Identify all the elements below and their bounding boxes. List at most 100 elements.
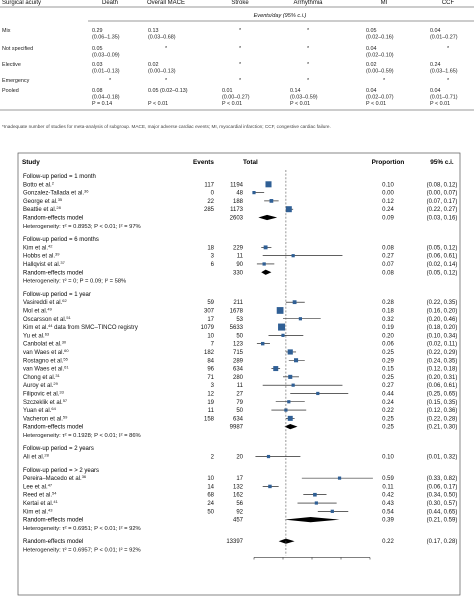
study-ci: (0.22, 0.28) [427, 416, 458, 422]
study-events: 6 [211, 262, 215, 268]
study-proportion: 0.44 [382, 391, 394, 397]
study-box [313, 492, 317, 497]
study-total: 90 [236, 262, 243, 268]
study-author: Kim et al. [23, 325, 48, 331]
model-ci: (0.21, 0.30) [427, 425, 458, 431]
study-ref: 62 [62, 298, 67, 303]
study-ref: 57 [63, 398, 68, 403]
table-cell-ci: (0.03–0.68) [148, 35, 176, 41]
study-ci: (0.22, 0.27) [427, 207, 458, 213]
study-name: Rostagno et al.55 [23, 356, 69, 364]
study-name: Vacheron et al.59 [23, 414, 68, 422]
table-col-header: Stroke [231, 0, 249, 6]
table-cell-value: 0.14 [290, 88, 301, 94]
study-name: Szczeklik et al.57 [23, 398, 68, 406]
study-ci: (0.18, 0.20) [427, 325, 458, 331]
study-ci: (0.12, 0.36) [427, 408, 458, 414]
study-ci: (0.25, 0.65) [427, 391, 458, 397]
study-proportion: 0.25 [382, 416, 394, 422]
study-name: Oscarsson et al.51 [23, 315, 72, 323]
study-author: Ali et al. [23, 455, 45, 461]
table-cell-ci: (0.02–0.07) [366, 95, 394, 101]
study-ci: (0.10, 0.34) [427, 333, 458, 339]
model-total: 13397 [226, 539, 243, 545]
table-cell-value: * [383, 78, 386, 84]
table-cell-value: * [239, 62, 242, 68]
model-ci: (0.03, 0.16) [427, 216, 458, 222]
study-ref: 31 [55, 373, 60, 378]
heterogeneity-text: Heterogeneity: τ² = 0; P = 0.09; I² = 58… [23, 279, 126, 285]
study-total: 289 [233, 358, 244, 364]
study-ref: 49 [47, 306, 52, 311]
study-events: 96 [207, 367, 214, 373]
study-ref: 55 [63, 356, 68, 361]
study-ci: (0.06, 0.61) [427, 254, 458, 260]
study-ref: 61 [64, 365, 69, 370]
study-total: 11 [237, 383, 244, 389]
study-proportion: 0.08 [382, 245, 394, 251]
study-name: Filipovic et al.33 [23, 389, 65, 397]
study-box [287, 400, 291, 404]
study-events: 14 [207, 484, 214, 490]
study-ref: 60 [64, 348, 69, 353]
study-proportion: 0.15 [382, 367, 394, 373]
study-ref: 64 [51, 406, 56, 411]
model-diamond [278, 538, 295, 544]
study-box [266, 454, 271, 459]
study-total: 280 [233, 375, 244, 381]
table-col-header: Arrhythmia [293, 0, 323, 6]
study-events: 59 [207, 300, 214, 306]
study-box [337, 476, 342, 480]
study-total: 11 [237, 254, 244, 260]
study-ci: (0.06, 0.17) [427, 484, 458, 490]
study-name: Mol et al.49 [23, 306, 53, 314]
study-author: Filipovic et al. [23, 391, 60, 397]
study-box [269, 199, 274, 203]
study-total: 634 [233, 367, 244, 373]
table-cell-p: P < 0.01 [290, 101, 310, 107]
study-author: Canbolat et al. [23, 342, 62, 348]
table-cell-value: * [447, 78, 450, 84]
table-row-label: Not specified [2, 46, 33, 52]
study-events: 19 [207, 400, 214, 406]
study-name: van Waes et al.60 [23, 348, 69, 356]
table-footnote: *Inadequate number of studies for meta-a… [2, 124, 331, 129]
study-name: Reed et al.54 [23, 491, 57, 499]
study-total: 123 [233, 342, 244, 348]
study-name: Kertai et al.41 [23, 499, 59, 507]
study-events: 307 [204, 308, 215, 314]
study-name: Auroy et al.29 [23, 381, 59, 389]
table-cell-p: P < 0.01 [148, 101, 168, 107]
table-cell-value: * [307, 28, 310, 34]
study-total: 1173 [230, 207, 244, 213]
forest-header-total: Total [243, 159, 258, 166]
study-events: 18 [207, 245, 214, 251]
study-author: Gonzalez-Tallada et al. [23, 191, 84, 197]
study-total: 56 [236, 501, 243, 507]
study-ci: (0.02, 0.14) [427, 262, 458, 268]
study-box [316, 391, 320, 396]
study-proportion: 0.18 [382, 308, 394, 314]
study-name: Vasireddi et al.62 [23, 298, 67, 306]
study-author: Vacheron et al. [23, 416, 63, 422]
study-ref: 42 [48, 243, 53, 248]
table-row-label: Pooled [2, 88, 19, 94]
table-cell-value: 0.24 [430, 62, 441, 68]
study-box [265, 181, 272, 188]
study-proportion: 0.06 [382, 342, 394, 348]
study-events: 7 [211, 342, 215, 348]
table-cell-value: 0.01 [222, 88, 233, 94]
study-ci: (0.01, 0.32) [427, 455, 458, 461]
study-events: 1079 [201, 325, 215, 331]
study-ref: 51 [66, 315, 71, 320]
study-events: 117 [204, 182, 214, 188]
forest-plot: Study Events Total Proportion 95% c.i. Follow… [17, 152, 461, 596]
study-total: 211 [233, 300, 243, 306]
results-table: Surgical acuity Death Overall MACE Stroke Ar… [0, 0, 474, 129]
study-events: 68 [207, 493, 214, 499]
study-proportion: 0.43 [382, 501, 394, 507]
study-total: 50 [236, 333, 243, 339]
table-col-header: Surgical acuity [2, 0, 41, 6]
table-cell-ci: (0.03–0.09) [92, 53, 120, 59]
